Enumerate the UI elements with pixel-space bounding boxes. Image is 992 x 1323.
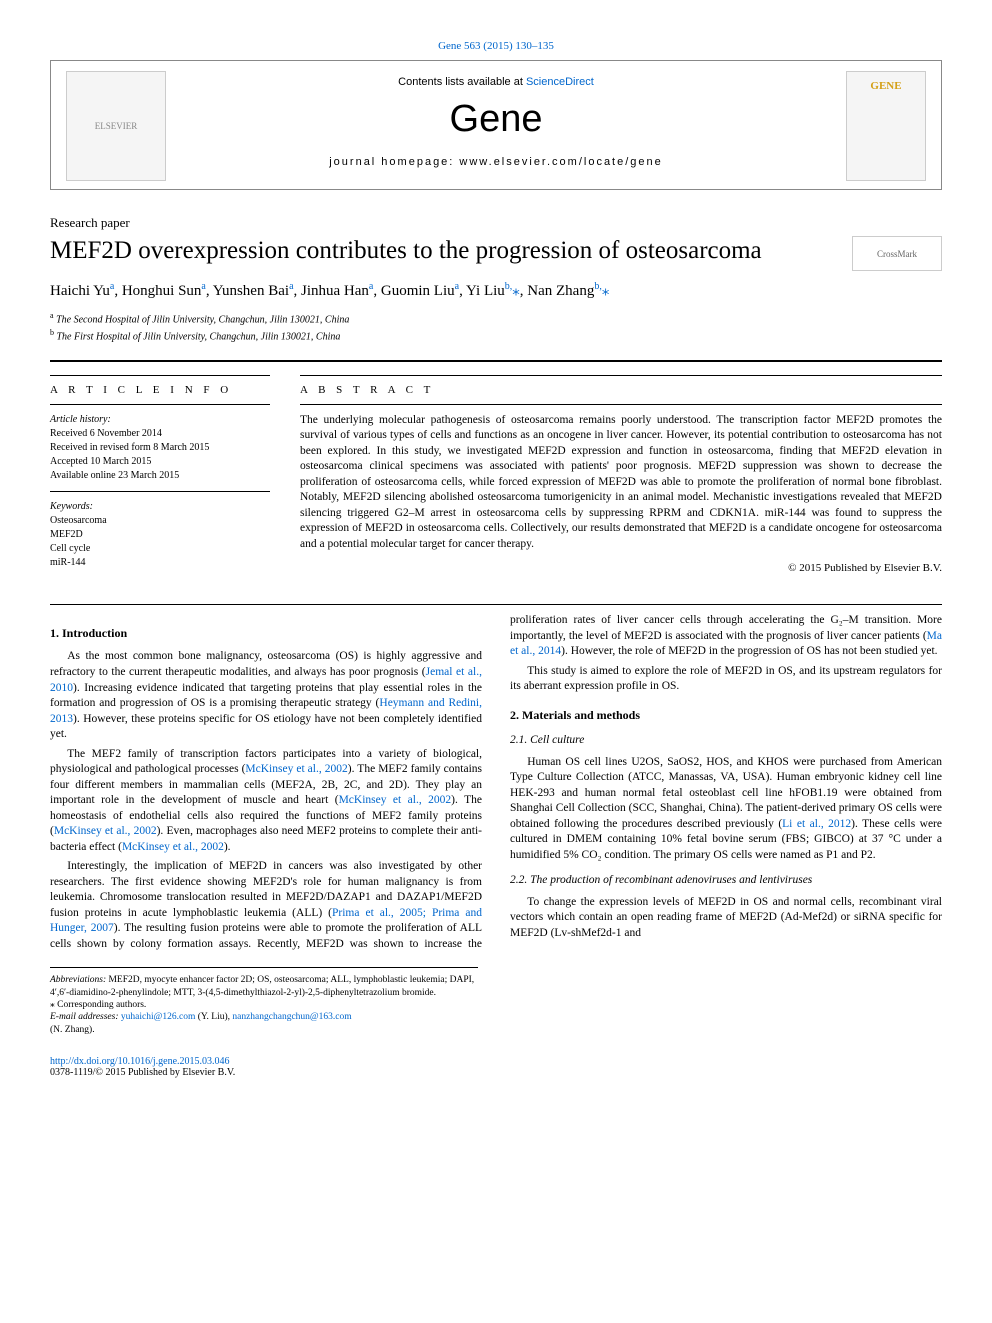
abstract-copyright: © 2015 Published by Elsevier B.V. [300, 562, 942, 574]
footnotes: Abbreviations: MEF2D, myocyte enhancer f… [50, 967, 478, 1036]
citation-link[interactable]: Prima et al., 2005; Prima and [332, 907, 482, 919]
journal-title: Gene [191, 98, 801, 141]
affiliations: a The Second Hospital of Jilin Universit… [50, 310, 942, 345]
body-paragraph: Human OS cell lines U2OS, SaOS2, HOS, an… [510, 755, 942, 864]
article-info-heading: A R T I C L E I N F O [50, 384, 270, 396]
citation-link[interactable]: Gene 563 (2015) 130–135 [438, 40, 554, 52]
citation-link[interactable]: McKinsey et al., 2002 [339, 794, 452, 806]
journal-homepage: journal homepage: www.elsevier.com/locat… [191, 156, 801, 168]
crossmark-icon[interactable]: CrossMark [852, 236, 942, 271]
footer: http://dx.doi.org/10.1016/j.gene.2015.03… [50, 1056, 942, 1078]
body-paragraph: The MEF2 family of transcription factors… [50, 747, 482, 856]
abstract-heading: A B S T R A C T [300, 384, 942, 396]
citation-link[interactable]: McKinsey et al., 2002 [54, 825, 157, 837]
citation-link[interactable]: Hunger, 2007 [50, 922, 114, 934]
email-link[interactable]: yuhaichi@126.com [121, 1012, 195, 1022]
citation-link[interactable]: Li et al., 2012 [782, 818, 851, 830]
doi-link[interactable]: http://dx.doi.org/10.1016/j.gene.2015.03… [50, 1056, 230, 1067]
abstract-section: A B S T R A C T The underlying molecular… [300, 367, 942, 575]
abstract-text: The underlying molecular pathogenesis of… [300, 413, 942, 553]
subsection-heading: 2.2. The production of recombinant adeno… [510, 873, 942, 889]
intro-heading: 1. Introduction [50, 625, 482, 641]
journal-cover-icon: GENE [846, 71, 926, 181]
citation-header: Gene 563 (2015) 130–135 [50, 40, 942, 52]
divider [50, 360, 942, 362]
contents-line: Contents lists available at ScienceDirec… [191, 76, 801, 88]
journal-header: ELSEVIER Contents lists available at Sci… [50, 60, 942, 190]
body-paragraph: This study is aimed to explore the role … [510, 664, 942, 695]
body-paragraph: As the most common bone malignancy, oste… [50, 649, 482, 742]
divider [50, 604, 942, 605]
elsevier-logo: ELSEVIER [66, 71, 166, 181]
article-info: A R T I C L E I N F O Article history: R… [50, 367, 270, 575]
body-paragraph: To change the expression levels of MEF2D… [510, 895, 942, 942]
article-type: Research paper [50, 215, 942, 231]
methods-heading: 2. Materials and methods [510, 707, 942, 723]
email-link[interactable]: nanzhangchangchun@163.com [232, 1012, 351, 1022]
authors-list: Haichi Yua, Honghui Suna, Yunshen Baia, … [50, 281, 942, 300]
sciencedirect-link[interactable]: ScienceDirect [526, 76, 594, 88]
body-columns: 1. Introduction As the most common bone … [50, 613, 942, 952]
paper-title: MEF2D overexpression contributes to the … [50, 236, 852, 266]
citation-link[interactable]: McKinsey et al., 2002 [122, 841, 224, 853]
citation-link[interactable]: McKinsey et al., 2002 [245, 763, 347, 775]
subsection-heading: 2.1. Cell culture [510, 733, 942, 749]
